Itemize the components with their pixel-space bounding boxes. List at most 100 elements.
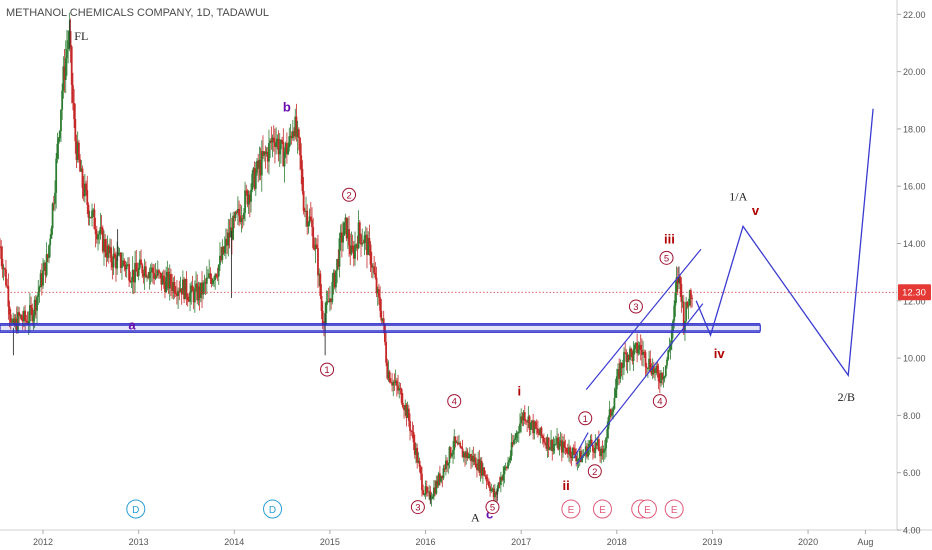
candle-body xyxy=(646,368,649,369)
wave-label: c xyxy=(486,507,493,522)
candle-body xyxy=(532,420,535,434)
candle-body xyxy=(70,46,73,85)
candle-body xyxy=(319,273,322,296)
candle-body xyxy=(446,460,448,466)
candle-body xyxy=(280,139,282,150)
candle-body xyxy=(430,498,433,500)
candle-body xyxy=(97,234,99,240)
candle-body xyxy=(339,232,342,239)
candle-body xyxy=(190,285,193,293)
candle-body xyxy=(211,280,214,284)
candle-body xyxy=(348,229,350,246)
candle-body xyxy=(572,447,575,449)
candle-body xyxy=(93,209,96,230)
circle-label: 2 xyxy=(587,464,602,479)
wave-label: ii xyxy=(563,478,570,493)
candle-body xyxy=(554,443,557,445)
candle-body xyxy=(159,272,162,274)
candle-body xyxy=(52,203,55,205)
candle-body xyxy=(596,439,599,446)
wave-label: A xyxy=(471,510,480,524)
candle-body xyxy=(252,168,255,174)
candle-body xyxy=(7,286,10,307)
candle-body xyxy=(333,272,336,288)
candle-body xyxy=(403,407,405,411)
candle-body xyxy=(79,159,81,172)
candle-body xyxy=(644,352,647,367)
candle-body xyxy=(483,467,486,476)
candle-body xyxy=(645,366,648,369)
candle-body xyxy=(564,447,567,449)
last-price-badge xyxy=(898,284,931,301)
candle-body xyxy=(140,259,142,265)
candle-body xyxy=(111,262,114,268)
candle-body xyxy=(606,428,609,439)
candle-body xyxy=(82,187,85,197)
candle-body xyxy=(473,457,476,462)
candle-body xyxy=(43,262,46,271)
candle-body xyxy=(287,147,289,155)
candle-body xyxy=(484,475,487,477)
candle-body xyxy=(300,155,303,169)
candle-body xyxy=(411,431,414,433)
candle-body xyxy=(611,412,613,416)
candle-body xyxy=(688,290,691,306)
candle-body xyxy=(428,491,431,493)
candle-body xyxy=(680,284,683,302)
candle-body xyxy=(655,365,658,370)
candle-body xyxy=(418,460,421,467)
candle-body xyxy=(216,276,219,277)
candle-body xyxy=(57,138,60,144)
candle-body xyxy=(453,436,456,451)
candle-body xyxy=(263,151,266,156)
candle-body xyxy=(587,447,590,457)
candle-body xyxy=(560,440,563,453)
candle-body xyxy=(183,279,185,300)
candle-body xyxy=(240,218,243,222)
circle-label-ring xyxy=(578,411,593,426)
candle-body xyxy=(128,264,130,281)
candle-body xyxy=(76,142,79,160)
candle-body xyxy=(246,191,249,205)
x-tick-label: Aug xyxy=(857,537,873,547)
candle-body xyxy=(605,438,607,449)
projection-path xyxy=(695,108,874,378)
candle-body xyxy=(142,273,145,277)
candle-body xyxy=(472,455,475,462)
candle-body xyxy=(147,276,150,278)
candle-body xyxy=(38,287,41,292)
candle-body xyxy=(424,486,427,495)
event-marker-text: E xyxy=(644,505,651,516)
candle-body xyxy=(384,324,386,343)
candle-body xyxy=(513,440,515,445)
candle-body xyxy=(495,492,497,495)
candle-body xyxy=(3,268,6,270)
candle-body xyxy=(329,298,331,303)
candle-body xyxy=(295,116,298,137)
candle-body xyxy=(119,252,122,268)
candle-body xyxy=(326,301,329,302)
candle-body xyxy=(448,447,451,464)
candle-body xyxy=(474,457,477,468)
candle-body xyxy=(80,168,83,172)
candle-body xyxy=(215,274,218,277)
candle-body xyxy=(621,367,624,369)
candle-body xyxy=(294,116,297,137)
candle-body xyxy=(354,244,356,259)
candle-body xyxy=(39,273,42,288)
candle-body xyxy=(357,222,360,249)
x-tick-label: 2012 xyxy=(33,537,53,547)
candle-body xyxy=(199,282,202,298)
candle-body xyxy=(77,142,80,160)
candle-body xyxy=(189,292,191,302)
candle-body xyxy=(545,442,548,449)
candle-body xyxy=(118,252,121,254)
candle-body xyxy=(124,264,127,270)
candle-body xyxy=(399,388,402,390)
candle-body xyxy=(489,486,491,491)
candle-body xyxy=(630,348,633,352)
candle-body xyxy=(460,446,463,449)
candle-body xyxy=(81,168,84,188)
candle-body xyxy=(675,277,678,293)
